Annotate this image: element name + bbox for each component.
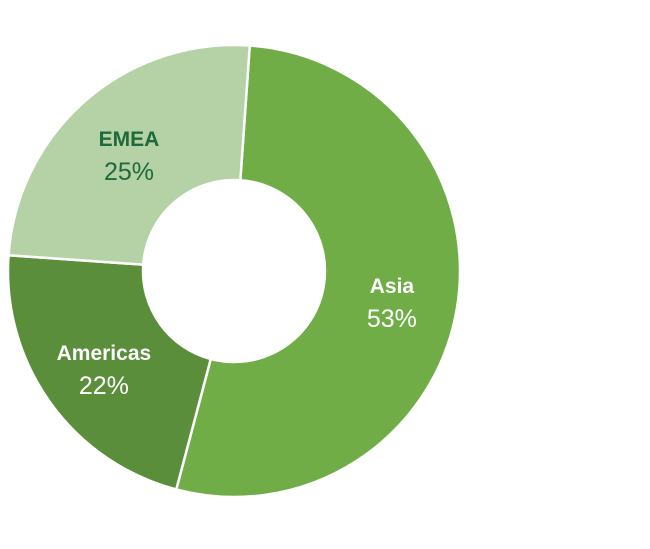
labels-layer: Asia 53% Americas 22% EMEA 25% [57, 128, 417, 400]
slices-layer [6, 43, 462, 499]
slice-value-americas: 22% [79, 372, 129, 400]
slice-label-emea: EMEA [99, 128, 160, 151]
donut-slice-americas [6, 253, 213, 491]
donut-slice-emea [7, 43, 252, 266]
slice-value-emea: 25% [104, 158, 154, 186]
slice-value-asia: 53% [367, 305, 417, 333]
donut-slice-asia [175, 44, 462, 499]
slice-label-asia: Asia [370, 275, 415, 298]
slice-label-americas: Americas [57, 342, 152, 365]
